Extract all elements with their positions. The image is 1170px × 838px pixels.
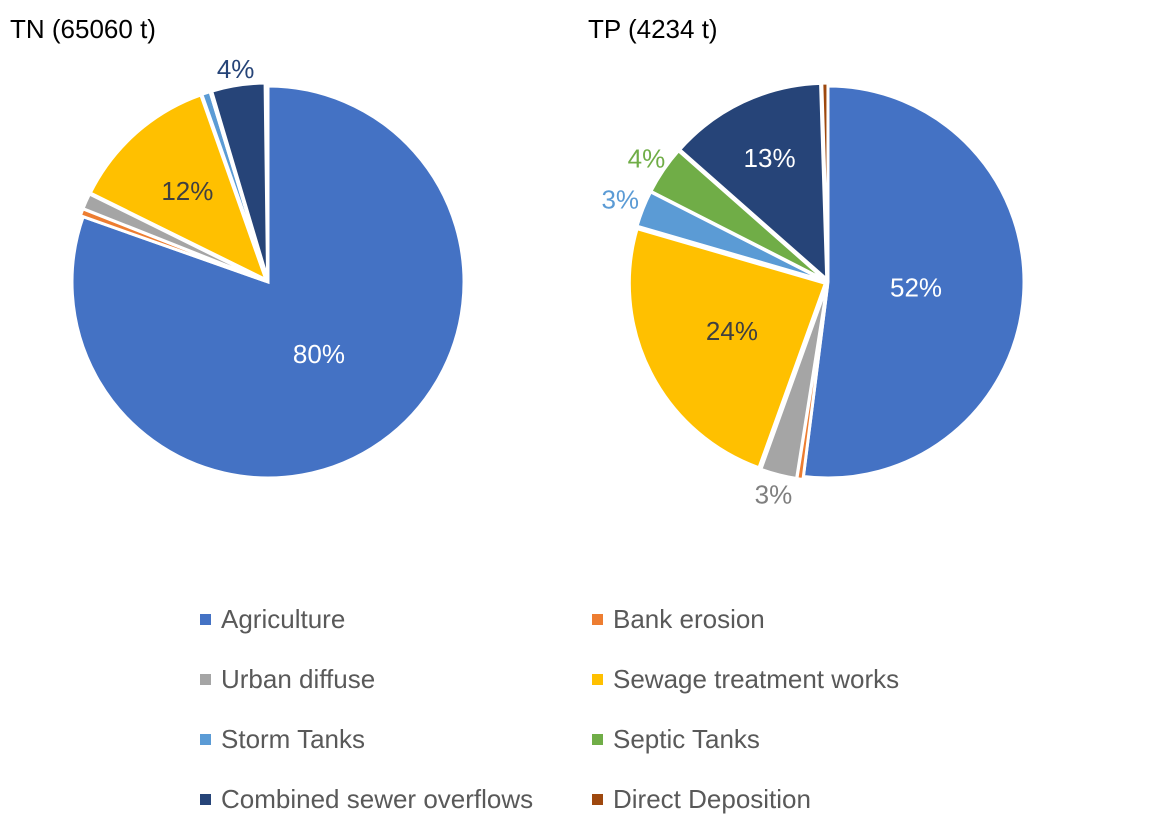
tn-data-label: 80% [293,339,345,369]
tp-data-label: 3% [601,185,639,215]
tp-data-label: 3% [755,480,793,510]
tn-slice-direct-deposition [263,81,270,280]
tn-pie-title: TN (65060 t) [10,14,156,44]
tp-data-label: 24% [706,316,758,346]
legend-label: Sewage treatment works [613,664,900,694]
tp-slice-septic-tanks [648,148,827,282]
legend-label: Agriculture [221,604,346,634]
tp-slice-urban-diffuse [758,284,829,481]
legend-swatch [200,734,211,745]
legend-label: Bank erosion [613,604,765,634]
legend-label: Combined sewer overflows [221,784,534,814]
legend-item: Direct Deposition [592,784,811,815]
legend-swatch [200,794,211,805]
legend-swatch [592,614,603,625]
legend-item: Urban diffuse [200,664,375,695]
legend-item: Storm Tanks [200,724,365,755]
legend-item: Combined sewer overflows [200,784,533,815]
tn-slice-sewage-treatment-works [88,93,269,283]
tp-slice-sewage-treatment-works [627,226,828,470]
legend-item: Bank erosion [592,604,765,635]
legend-swatch [592,674,603,685]
tn-data-label: 12% [161,176,213,206]
tp-slice-combined-sewer-overflows [677,81,829,283]
tp-pie-title: TP (4234 t) [588,14,718,44]
legend-label: Storm Tanks [221,724,366,754]
tp-slice-direct-deposition [820,81,830,280]
legend-swatch [592,794,603,805]
legend-swatch [200,674,211,685]
legend-item: Agriculture [200,604,345,635]
tp-data-label: 4% [628,144,666,174]
legend-swatch [200,614,211,625]
legend-item: Sewage treatment works [592,664,899,695]
legend-swatch [592,734,603,745]
tn-data-label: 4% [217,54,255,84]
legend-label: Urban diffuse [221,664,376,694]
tp-data-label: 13% [744,143,796,173]
pie-charts: 80% 12% 4% 52% 3% 24% 3% 4% 13% [70,54,1026,510]
tp-data-label: 52% [890,273,942,303]
tp-slice-agriculture [801,84,1026,480]
legend-item: Septic Tanks [592,724,760,755]
legend-label: Direct Deposition [613,784,811,814]
legend-label: Septic Tanks [613,724,760,754]
